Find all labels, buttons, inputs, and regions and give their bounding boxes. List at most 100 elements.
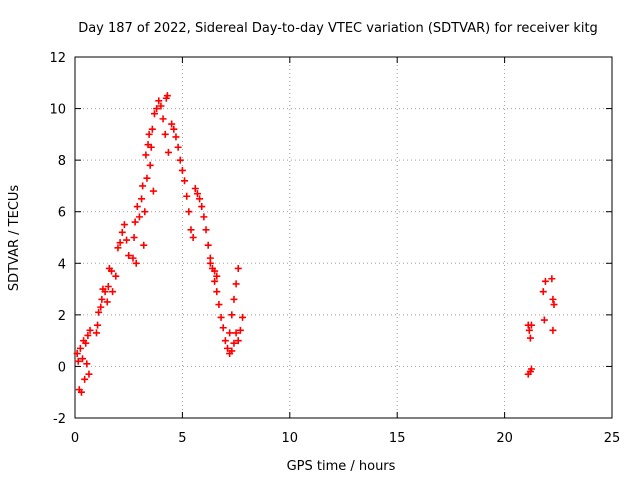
data-point bbox=[183, 192, 191, 200]
data-point bbox=[98, 295, 106, 303]
data-point bbox=[549, 326, 557, 334]
data-point bbox=[549, 295, 557, 303]
y-tick-label: 6 bbox=[58, 206, 66, 221]
data-point bbox=[228, 347, 236, 355]
data-point bbox=[114, 244, 122, 252]
chart-title: Day 187 of 2022, Sidereal Day-to-day VTE… bbox=[78, 21, 598, 36]
axis-ticks: 0 5 10 15 20 25 -2 0 2 4 6 8 10 12 bbox=[49, 51, 620, 446]
data-point bbox=[170, 125, 178, 133]
data-point bbox=[219, 324, 227, 332]
data-point bbox=[198, 203, 206, 211]
data-point bbox=[112, 272, 120, 280]
data-point bbox=[155, 97, 163, 105]
data-point bbox=[164, 148, 172, 156]
data-point bbox=[153, 105, 161, 113]
data-point bbox=[84, 331, 92, 339]
data-point bbox=[141, 208, 149, 216]
data-point bbox=[527, 365, 535, 373]
y-tick-label: 0 bbox=[58, 360, 66, 375]
data-point bbox=[108, 267, 116, 275]
data-point bbox=[142, 151, 150, 159]
data-point bbox=[539, 288, 547, 296]
x-tick-label: 25 bbox=[604, 431, 621, 446]
data-point bbox=[181, 177, 189, 185]
data-point bbox=[211, 277, 219, 285]
data-point bbox=[82, 339, 90, 347]
data-point bbox=[213, 272, 221, 280]
y-axis-label: SDTVAR / TECUs bbox=[7, 185, 22, 292]
data-point bbox=[73, 350, 81, 358]
data-point bbox=[232, 329, 240, 337]
data-point bbox=[172, 133, 180, 141]
data-point bbox=[526, 334, 534, 342]
y-tick-label: 8 bbox=[58, 154, 66, 169]
data-point bbox=[232, 280, 240, 288]
data-point bbox=[548, 275, 556, 283]
y-tick-label: 10 bbox=[49, 103, 66, 118]
data-point bbox=[550, 301, 558, 309]
data-point bbox=[168, 120, 176, 128]
data-point bbox=[191, 185, 199, 193]
data-point bbox=[159, 115, 167, 123]
data-point bbox=[143, 174, 151, 182]
data-points bbox=[73, 92, 558, 396]
data-point bbox=[120, 221, 128, 229]
data-point bbox=[147, 143, 155, 151]
data-point bbox=[234, 337, 242, 345]
data-point bbox=[215, 301, 223, 309]
data-point bbox=[524, 370, 532, 378]
data-point bbox=[185, 208, 193, 216]
y-tick-label: -2 bbox=[53, 412, 66, 427]
data-point bbox=[189, 234, 197, 241]
data-point bbox=[101, 288, 109, 296]
y-tick-label: 2 bbox=[58, 309, 66, 324]
data-point bbox=[228, 311, 236, 319]
data-point bbox=[123, 236, 131, 244]
data-point bbox=[83, 360, 91, 368]
data-point bbox=[130, 234, 138, 241]
data-point bbox=[103, 298, 111, 306]
data-point bbox=[149, 187, 157, 195]
data-point bbox=[109, 288, 117, 296]
y-tick-label: 12 bbox=[49, 51, 66, 66]
y-tick-label: 4 bbox=[58, 257, 66, 272]
data-point bbox=[234, 264, 242, 272]
x-tick-label: 10 bbox=[282, 431, 299, 446]
data-point bbox=[118, 228, 126, 236]
data-point bbox=[76, 344, 84, 352]
data-point bbox=[525, 326, 533, 334]
data-point bbox=[94, 321, 102, 329]
data-point bbox=[145, 130, 153, 138]
data-point bbox=[206, 259, 214, 267]
data-point bbox=[187, 226, 195, 234]
data-point bbox=[146, 161, 154, 169]
data-point bbox=[86, 326, 94, 334]
data-point bbox=[133, 203, 141, 211]
x-tick-label: 15 bbox=[389, 431, 406, 446]
data-point bbox=[174, 143, 182, 151]
data-point bbox=[135, 213, 143, 221]
data-point bbox=[139, 182, 147, 190]
data-point bbox=[540, 316, 548, 324]
data-point bbox=[129, 254, 137, 262]
data-point bbox=[196, 195, 204, 203]
data-point bbox=[104, 282, 112, 290]
data-point bbox=[148, 125, 156, 133]
data-point bbox=[157, 102, 165, 110]
data-point bbox=[79, 355, 87, 363]
data-point bbox=[132, 259, 140, 267]
data-point bbox=[224, 344, 232, 352]
data-point bbox=[161, 130, 169, 138]
data-point bbox=[226, 329, 234, 337]
data-point bbox=[97, 303, 105, 311]
data-point bbox=[221, 337, 229, 345]
data-point bbox=[138, 195, 146, 203]
x-tick-label: 20 bbox=[496, 431, 513, 446]
data-point bbox=[95, 308, 103, 316]
data-point bbox=[140, 241, 148, 249]
data-point bbox=[92, 329, 100, 337]
data-point bbox=[178, 166, 186, 174]
data-point bbox=[527, 321, 535, 329]
